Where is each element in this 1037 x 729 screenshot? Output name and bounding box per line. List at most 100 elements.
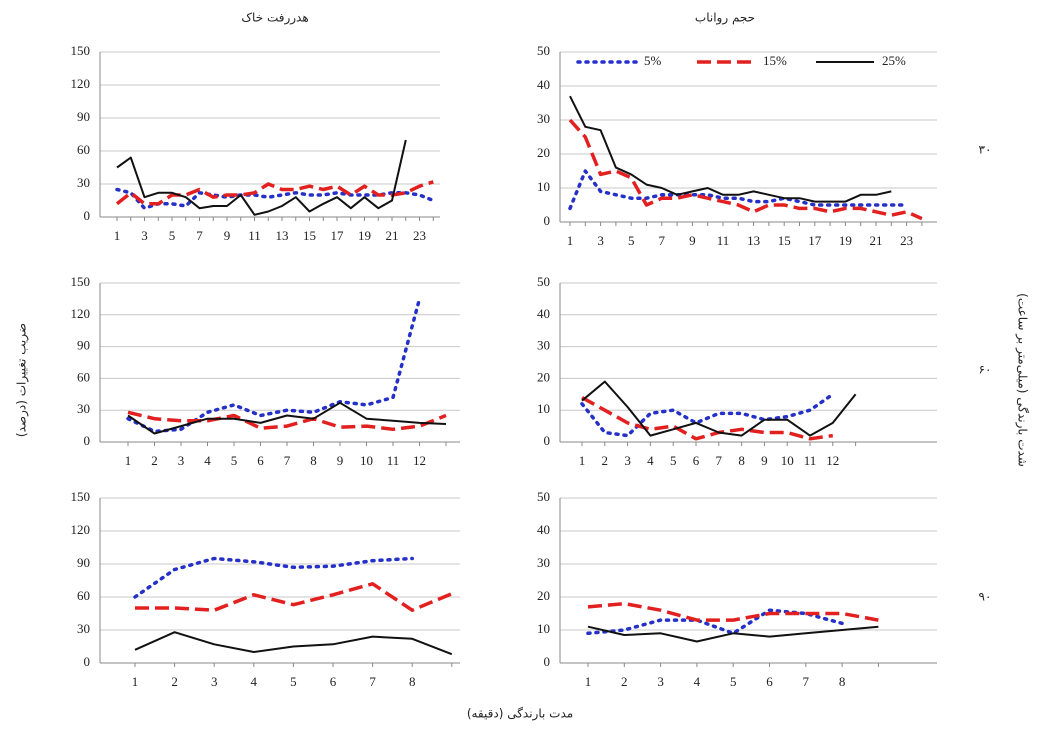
x-tick-label: 4	[204, 453, 211, 468]
x-tick-label: 15	[303, 228, 316, 243]
x-tick-label: 7	[803, 674, 810, 689]
x-tick-label: 19	[358, 228, 371, 243]
y-tick-label: 0	[544, 433, 551, 448]
y-tick-label: 10	[537, 401, 550, 416]
x-tick-label: 19	[839, 233, 852, 248]
x-tick-label: 6	[257, 453, 264, 468]
x-tick-label: 21	[386, 228, 399, 243]
series-line	[568, 169, 909, 211]
series-line	[116, 139, 407, 216]
y-tick-label: 0	[84, 433, 91, 448]
series-line	[581, 395, 834, 441]
x-tick-label: 7	[716, 453, 723, 468]
y-tick-label: 150	[71, 489, 91, 504]
x-tick-label: 9	[761, 453, 768, 468]
y-tick-label: 0	[84, 654, 91, 669]
x-tick-label: 3	[141, 228, 148, 243]
x-tick-label: 5	[628, 233, 635, 248]
x-tick-label: 11	[717, 233, 730, 248]
x-tick-label: 8	[839, 674, 846, 689]
x-tick-label: 2	[602, 453, 609, 468]
x-tick-label: 13	[276, 228, 289, 243]
x-tick-label: 3	[597, 233, 604, 248]
y-tick-label: 60	[77, 142, 90, 157]
x-tick-label: 1	[132, 674, 139, 689]
legend-label: 15%	[763, 53, 787, 68]
y-tick-label: 30	[77, 621, 90, 636]
y-tick-label: 120	[71, 76, 91, 91]
y-tick-label: 30	[77, 175, 90, 190]
x-tick-label: 7	[659, 233, 666, 248]
series-line	[127, 401, 447, 435]
x-tick-label: 5	[231, 453, 238, 468]
x-tick-label: 1	[125, 453, 132, 468]
x-tick-label: 2	[621, 674, 628, 689]
x-tick-label: 7	[369, 674, 376, 689]
y-tick-label: 50	[537, 489, 550, 504]
x-tick-label: 2	[171, 674, 178, 689]
x-tick-label: 5	[290, 674, 297, 689]
x-tick-label: 12	[413, 453, 426, 468]
legend-label: 5%	[644, 53, 662, 68]
y-tick-label: 60	[77, 369, 90, 384]
x-tick-label: 1	[567, 233, 574, 248]
y-tick-label: 20	[537, 588, 550, 603]
series-line	[569, 95, 892, 203]
x-tick-label: 3	[211, 674, 218, 689]
y-tick-label: 10	[537, 621, 550, 636]
x-tick-label: 23	[900, 233, 913, 248]
series-line	[580, 392, 835, 438]
row-label: ۶۰	[979, 363, 992, 377]
y-tick-label: 120	[71, 306, 91, 321]
series-line	[127, 410, 447, 432]
x-tick-label: 7	[284, 453, 291, 468]
y-tick-label: 90	[77, 555, 90, 570]
x-tick-label: 3	[657, 674, 664, 689]
x-tick-label: 12	[826, 453, 839, 468]
x-tick-label: 10	[360, 453, 373, 468]
row-label: ۳۰	[979, 143, 992, 157]
x-tick-label: 11	[248, 228, 261, 243]
column-title: حجم رواناب	[695, 11, 755, 26]
x-tick-label: 8	[738, 453, 745, 468]
y-tick-label: 40	[537, 77, 550, 92]
x-tick-label: 6	[693, 453, 700, 468]
y-tick-label: 30	[537, 111, 550, 126]
x-tick-label: 1	[585, 674, 592, 689]
y-tick-label: 30	[77, 401, 90, 416]
y-tick-label: 0	[544, 213, 551, 228]
x-tick-label: 5	[670, 453, 677, 468]
x-tick-label: 4	[694, 674, 701, 689]
x-tick-label: 23	[413, 228, 426, 243]
series-line	[126, 297, 422, 434]
x-tick-label: 1	[114, 228, 121, 243]
x-tick-label: 5	[730, 674, 737, 689]
x-tick-label: 6	[766, 674, 773, 689]
x-tick-label: 9	[337, 453, 344, 468]
series-line	[134, 631, 453, 656]
series-line	[581, 380, 857, 437]
y-tick-label: 120	[71, 522, 91, 537]
x-tick-label: 4	[647, 453, 654, 468]
y-tick-label: 50	[537, 274, 550, 289]
x-tick-label: 8	[409, 674, 416, 689]
series-line	[568, 118, 923, 221]
series-line	[586, 608, 844, 636]
y-tick-label: 0	[544, 654, 551, 669]
x-tick-label: 21	[870, 233, 883, 248]
series-line	[135, 582, 453, 612]
column-title: هدررفت خاک	[241, 11, 308, 26]
legend-label: 25%	[882, 53, 906, 68]
y-tick-label: 10	[537, 179, 550, 194]
x-tick-label: 1	[579, 453, 586, 468]
x-tick-label: 2	[151, 453, 158, 468]
x-tick-label: 6	[330, 674, 337, 689]
series-line	[133, 556, 414, 599]
x-tick-label: 9	[689, 233, 696, 248]
x-tick-label: 17	[808, 233, 822, 248]
y-tick-label: 150	[71, 274, 91, 289]
y-tick-label: 20	[537, 369, 550, 384]
series-line	[587, 625, 879, 643]
y-tick-label: 90	[77, 338, 90, 353]
